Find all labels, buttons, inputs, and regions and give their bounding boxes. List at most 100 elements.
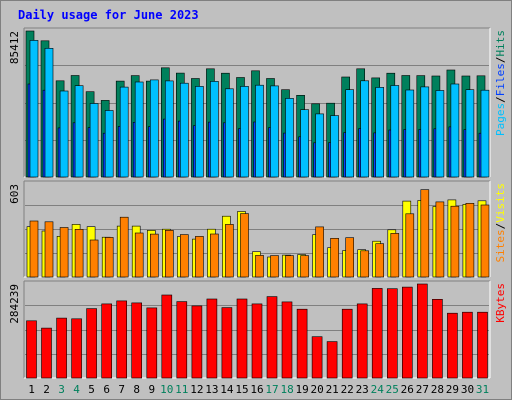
x-label-day-29: 29 — [446, 383, 459, 396]
bar-pages-day-7 — [119, 86, 129, 178]
bar-pages-day-2 — [44, 47, 54, 178]
bar-kbytes-day-2 — [41, 327, 52, 379]
bar-kbytes-day-6 — [101, 303, 112, 379]
bar-pages-day-20 — [315, 113, 324, 178]
bar-kbytes-day-10 — [161, 294, 173, 379]
bar-kbytes-day-8 — [131, 302, 142, 379]
bar-sites-day-22 — [345, 237, 355, 278]
x-label-day-12: 12 — [190, 383, 203, 396]
chart-panels: 85412Pages/Files/Hits603Sites/Visits2842… — [8, 27, 507, 396]
x-label-day-19: 19 — [295, 383, 308, 396]
bar-pages-day-14 — [225, 88, 234, 178]
legend-item-pages: Pages — [494, 103, 507, 136]
x-label-day-22: 22 — [341, 383, 354, 396]
bar-pages-day-3 — [59, 90, 69, 178]
bar-kbytes-day-26 — [401, 286, 413, 379]
bar-pages-day-19 — [300, 109, 309, 178]
bar-kbytes-day-17 — [266, 296, 278, 379]
bar-kbytes-day-24 — [371, 288, 383, 379]
legend-item-sites: Sites — [494, 229, 507, 262]
bar-sites-day-10 — [165, 230, 174, 278]
bar-sites-day-11 — [180, 234, 189, 278]
x-label-day-21: 21 — [326, 383, 339, 396]
bar-pages-day-31 — [480, 89, 490, 178]
x-label-day-1: 1 — [28, 383, 35, 396]
bar-pages-day-9 — [150, 79, 159, 178]
bar-pages-day-27 — [420, 86, 430, 178]
bar-sites-day-9 — [150, 233, 159, 278]
bar-sites-day-30 — [465, 203, 475, 278]
bar-sites-day-7 — [119, 216, 129, 278]
bar-kbytes-day-30 — [462, 311, 473, 379]
x-label-day-2: 2 — [43, 383, 50, 396]
bar-sites-day-6 — [104, 237, 114, 278]
bar-pages-day-17 — [270, 85, 279, 178]
legend-item-files: Files — [494, 63, 507, 96]
bar-pages-day-30 — [465, 89, 475, 178]
bar-pages-day-6 — [104, 110, 114, 178]
y-max-label-middle: 603 — [8, 184, 21, 204]
bar-pages-day-16 — [255, 84, 264, 178]
legend-bottom: KBytes — [494, 283, 507, 323]
x-label-day-10: 10 — [160, 383, 173, 396]
chart-title: Daily usage for June 2023 — [18, 8, 199, 22]
bar-sites-day-23 — [360, 250, 370, 278]
x-label-day-6: 6 — [103, 383, 110, 396]
bar-kbytes-day-3 — [56, 317, 67, 379]
x-label-day-4: 4 — [73, 383, 80, 396]
x-label-day-27: 27 — [416, 383, 429, 396]
x-label-day-16: 16 — [250, 383, 263, 396]
bar-sites-day-19 — [300, 255, 309, 278]
legend-top: Pages/Files/Hits — [494, 30, 507, 136]
bar-sites-day-20 — [315, 226, 324, 278]
bar-sites-day-29 — [450, 205, 460, 278]
bar-pages-day-11 — [180, 82, 189, 178]
bar-kbytes-day-15 — [236, 298, 248, 379]
bar-sites-day-4 — [74, 229, 84, 278]
x-label-day-15: 15 — [235, 383, 248, 396]
bar-sites-day-28 — [435, 201, 445, 278]
bar-kbytes-day-14 — [221, 307, 233, 379]
bar-sites-day-8 — [134, 232, 144, 278]
legend-item-visits: Visits — [494, 183, 507, 223]
legend-separator: / — [494, 223, 507, 230]
bar-kbytes-day-21 — [326, 341, 338, 379]
bar-sites-day-25 — [390, 233, 400, 278]
bar-sites-day-13 — [210, 233, 219, 278]
x-label-day-31: 31 — [476, 383, 489, 396]
y-max-label-bottom: 284239 — [8, 284, 21, 324]
bar-pages-day-18 — [285, 98, 294, 178]
bar-kbytes-day-29 — [447, 312, 458, 379]
bar-kbytes-day-25 — [386, 288, 398, 379]
bar-kbytes-day-13 — [206, 298, 218, 379]
x-label-day-18: 18 — [280, 383, 293, 396]
bar-sites-day-3 — [59, 227, 69, 278]
bar-kbytes-day-19 — [296, 308, 308, 379]
bar-pages-day-22 — [345, 89, 355, 178]
x-label-day-28: 28 — [431, 383, 444, 396]
bar-pages-day-4 — [74, 85, 84, 178]
x-label-day-13: 13 — [205, 383, 218, 396]
bar-pages-day-24 — [375, 87, 385, 178]
bar-kbytes-day-31 — [477, 311, 488, 379]
bar-kbytes-day-1 — [26, 320, 37, 379]
bar-kbytes-day-27 — [416, 283, 428, 379]
bar-kbytes-day-4 — [71, 318, 82, 379]
bar-kbytes-day-16 — [251, 303, 263, 379]
bar-pages-day-26 — [405, 89, 415, 178]
bar-pages-day-21 — [330, 115, 339, 178]
bar-sites-day-15 — [240, 213, 249, 278]
bar-sites-day-27 — [420, 189, 430, 278]
x-label-day-14: 14 — [220, 383, 234, 396]
bar-kbytes-day-18 — [281, 301, 293, 379]
legend-item-kbytes: KBytes — [494, 283, 507, 323]
bar-kbytes-day-22 — [341, 308, 353, 379]
legend-separator: / — [494, 57, 507, 64]
x-label-day-20: 20 — [310, 383, 323, 396]
legend-separator: / — [494, 96, 507, 103]
bar-pages-day-8 — [134, 81, 144, 178]
bar-sites-day-26 — [405, 213, 415, 278]
bar-sites-day-21 — [330, 238, 339, 278]
legend-item-hits: Hits — [494, 30, 507, 57]
